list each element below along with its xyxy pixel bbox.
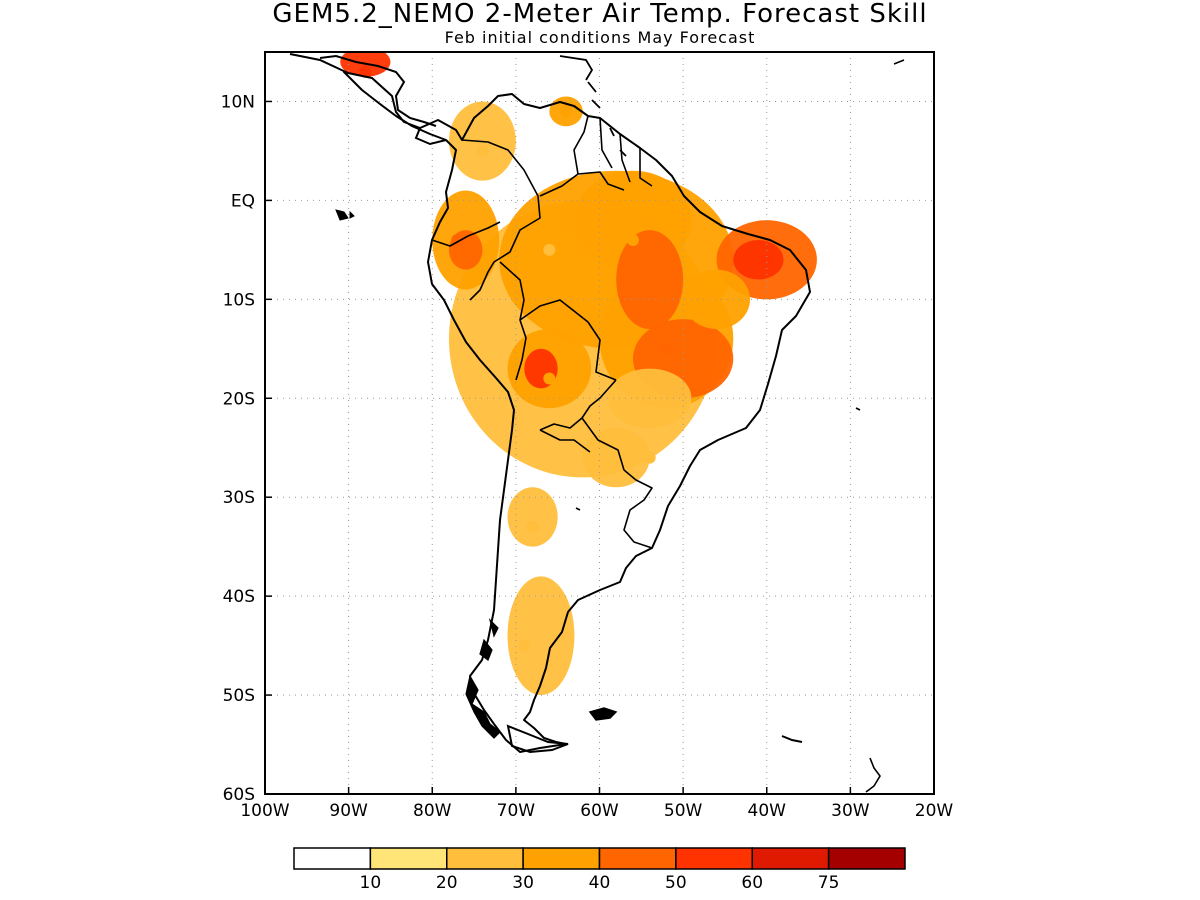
colorbar: 10 20 30 40 50 60 75 xyxy=(293,847,906,893)
south-america-coastline xyxy=(343,71,811,753)
y-tick-label: 50S xyxy=(223,686,255,706)
skill-patch xyxy=(582,427,650,488)
colorbar-label: 30 xyxy=(512,873,534,893)
x-tick-label: 60W xyxy=(580,801,619,821)
skill-patch xyxy=(683,269,751,330)
y-tick-label: 30S xyxy=(223,488,255,508)
y-tick-label: 60S xyxy=(223,785,255,805)
skill-region-marker xyxy=(560,105,573,118)
skill-field xyxy=(340,52,817,696)
skill-patch xyxy=(733,239,784,280)
chart-title: GEM5.2_NEMO 2-Meter Air Temp. Forecast S… xyxy=(272,0,928,29)
axis-ticks: 100W 90W 80W 70W 60W 50W 40W 30W 20W 10N EQ 10S 20S 3… xyxy=(221,92,954,821)
galapagos-islands xyxy=(335,209,355,221)
x-tick-label: 90W xyxy=(329,801,368,821)
skill-patch xyxy=(507,576,575,696)
x-tick-label: 80W xyxy=(413,801,452,821)
x-tick-label: 40W xyxy=(748,801,787,821)
x-tick-label: 20W xyxy=(915,801,954,821)
y-tick-label: 10N xyxy=(221,92,255,112)
skill-region-marker xyxy=(543,243,556,256)
colorbar-label: 60 xyxy=(741,873,763,893)
south-georgia xyxy=(781,735,803,743)
y-tick-label: 10S xyxy=(223,290,255,310)
colorbar-label: 10 xyxy=(360,873,382,893)
x-tick-label: 30W xyxy=(831,801,870,821)
chart-subtitle: Feb initial conditions May Forecast xyxy=(444,28,756,47)
lat-lon-grid xyxy=(265,52,934,794)
caribbean-islands xyxy=(559,55,627,157)
falkland-islands xyxy=(588,707,618,721)
skill-region-marker xyxy=(526,520,539,533)
colorbar-swatch xyxy=(522,847,601,870)
skill-patch xyxy=(507,487,558,547)
skill-patch xyxy=(616,230,684,330)
skill-region-marker xyxy=(359,65,372,78)
colorbar-swatch xyxy=(675,847,753,870)
skill-region-marker xyxy=(543,372,556,385)
skill-region-marker xyxy=(518,639,531,652)
coastlines xyxy=(289,53,905,793)
colorbar-swatch xyxy=(598,847,677,870)
colorbar-swatch xyxy=(293,847,372,870)
x-tick-label: 70W xyxy=(497,801,536,821)
x-tick-label: 100W xyxy=(240,801,289,821)
skill-region-marker xyxy=(476,144,489,157)
colorbar-swatch xyxy=(827,847,906,870)
skill-region-marker xyxy=(660,342,673,355)
colorbar-label: 75 xyxy=(818,873,840,893)
colorbar-label: 50 xyxy=(665,873,687,893)
atlantic-islands xyxy=(575,59,905,793)
skill-region-marker xyxy=(760,253,773,266)
chile-archipelago xyxy=(465,618,501,739)
colorbar-label: 40 xyxy=(589,873,611,893)
x-tick-label: 50W xyxy=(664,801,703,821)
skill-region-marker xyxy=(643,451,656,464)
country-borders xyxy=(431,115,653,549)
central-america-coastline xyxy=(289,53,447,146)
colorbar-label: 20 xyxy=(436,873,458,893)
y-tick-label: 40S xyxy=(223,587,255,607)
colorbar-swatch xyxy=(751,847,830,870)
colorbar-swatch xyxy=(446,847,524,870)
y-tick-label: 20S xyxy=(223,389,255,409)
y-tick-label: EQ xyxy=(231,191,255,211)
colorbar-swatch xyxy=(369,847,448,870)
skill-region-marker xyxy=(626,233,639,246)
tierra-del-fuego xyxy=(506,724,569,754)
